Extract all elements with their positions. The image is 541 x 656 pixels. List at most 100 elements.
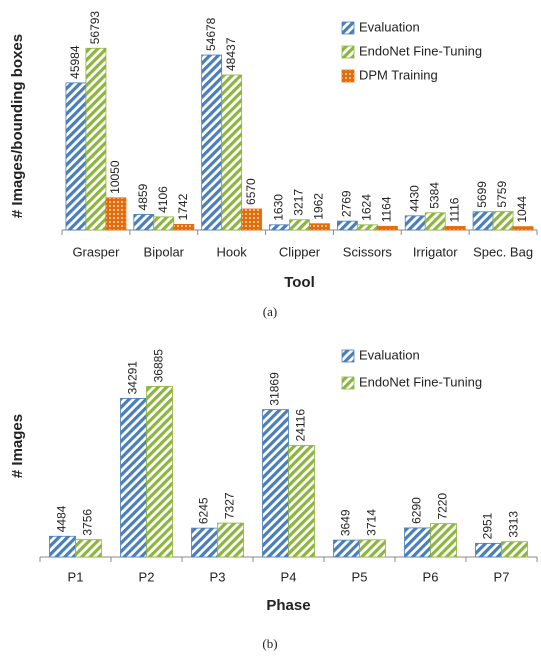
legend-swatch xyxy=(341,349,355,363)
bar xyxy=(444,226,466,231)
bar xyxy=(85,47,107,231)
bar xyxy=(201,54,223,231)
value-label: 3649 xyxy=(339,509,353,536)
value-label: 4106 xyxy=(156,186,170,213)
value-label: 36885 xyxy=(152,349,166,383)
value-label: 4484 xyxy=(55,505,69,532)
value-label: 1164 xyxy=(380,196,394,222)
x-tick-label: Grasper xyxy=(72,244,120,259)
bar xyxy=(492,211,514,231)
value-label: 3756 xyxy=(81,509,95,536)
bar xyxy=(472,211,494,231)
bar xyxy=(333,539,360,558)
x-tick-label: P5 xyxy=(352,569,368,584)
bar xyxy=(309,223,330,231)
legend-label: EndoNet Fine-Tuning xyxy=(359,374,482,389)
bar xyxy=(512,226,534,231)
bar xyxy=(221,74,243,231)
bar xyxy=(430,523,457,558)
value-label: 45984 xyxy=(68,45,82,79)
value-label: 4859 xyxy=(136,183,150,210)
value-label: 10050 xyxy=(108,160,122,194)
bar xyxy=(424,212,446,231)
value-label: 1044 xyxy=(515,196,529,223)
bar xyxy=(376,225,398,231)
bar xyxy=(49,535,76,558)
x-tick-label: Clipper xyxy=(279,244,321,259)
value-label: 7327 xyxy=(223,492,237,519)
value-label: 2769 xyxy=(340,190,354,217)
x-tick-label: Scissors xyxy=(343,244,393,259)
legend-swatch xyxy=(341,376,355,390)
value-label: 24116 xyxy=(294,409,308,442)
legend-swatch xyxy=(341,69,355,83)
value-label: 48437 xyxy=(224,37,238,71)
value-label: 56793 xyxy=(88,11,102,45)
x-axis-title: Phase xyxy=(266,597,310,614)
bar xyxy=(153,216,175,231)
value-label: 1624 xyxy=(360,194,374,221)
x-tick-label: P3 xyxy=(210,569,226,584)
value-label: 6570 xyxy=(244,178,258,205)
value-label: 3313 xyxy=(507,511,521,538)
value-label: 34291 xyxy=(126,361,140,395)
bar xyxy=(262,409,289,558)
value-label: 5759 xyxy=(495,181,509,208)
value-label: 1116 xyxy=(447,197,461,222)
legend-label: Evaluation xyxy=(359,347,420,362)
bar xyxy=(146,386,173,558)
value-label: 3714 xyxy=(365,509,379,536)
y-axis-title: # Images xyxy=(9,414,26,478)
x-tick-label: Hook xyxy=(216,244,247,259)
value-label: 54678 xyxy=(204,17,218,51)
x-tick-label: Irrigator xyxy=(413,244,458,259)
x-tick-label: P6 xyxy=(423,569,439,584)
x-tick-label: P1 xyxy=(68,569,84,584)
value-label: 1742 xyxy=(176,193,190,220)
bar xyxy=(65,82,87,231)
x-tick-label: Bipolar xyxy=(144,244,185,259)
value-label: 5699 xyxy=(475,181,489,208)
bar xyxy=(289,219,310,231)
bar xyxy=(404,215,426,231)
bar xyxy=(191,527,218,558)
bar xyxy=(217,522,244,558)
value-label: 31869 xyxy=(268,372,282,406)
caption: (b) xyxy=(262,636,277,651)
bar xyxy=(173,224,195,231)
bar xyxy=(336,220,358,231)
legend-label: EndoNet Fine-Tuning xyxy=(359,43,482,58)
value-label: 2951 xyxy=(481,512,495,539)
bar xyxy=(501,541,528,558)
x-tick-label: P4 xyxy=(281,569,297,584)
x-tick-label: Spec. Bag xyxy=(473,244,533,259)
legend-label: DPM Training xyxy=(359,67,438,82)
bar xyxy=(120,398,147,558)
x-axis-title: Tool xyxy=(284,274,315,291)
value-label: 7220 xyxy=(436,493,450,520)
bar xyxy=(404,527,431,558)
bar xyxy=(75,539,102,558)
value-label: 5384 xyxy=(427,182,441,209)
caption: (a) xyxy=(263,304,277,319)
y-axis-title: # Images/bounding boxes xyxy=(9,34,26,218)
bar xyxy=(475,542,502,558)
bar xyxy=(288,445,315,558)
value-label: 6245 xyxy=(197,497,211,524)
bar xyxy=(269,224,290,231)
value-label: 1962 xyxy=(312,193,326,220)
x-tick-label: P2 xyxy=(139,569,155,584)
value-label: 1630 xyxy=(272,194,286,221)
x-tick-label: P7 xyxy=(494,569,510,584)
bar xyxy=(356,224,378,231)
legend-swatch xyxy=(341,45,355,59)
bar xyxy=(133,214,155,231)
bar xyxy=(359,539,386,558)
legend-swatch xyxy=(341,21,355,35)
legend-label: Evaluation xyxy=(359,19,420,34)
bar xyxy=(105,197,127,231)
bar xyxy=(241,208,263,231)
value-label: 6290 xyxy=(410,497,424,524)
value-label: 3217 xyxy=(292,189,306,216)
